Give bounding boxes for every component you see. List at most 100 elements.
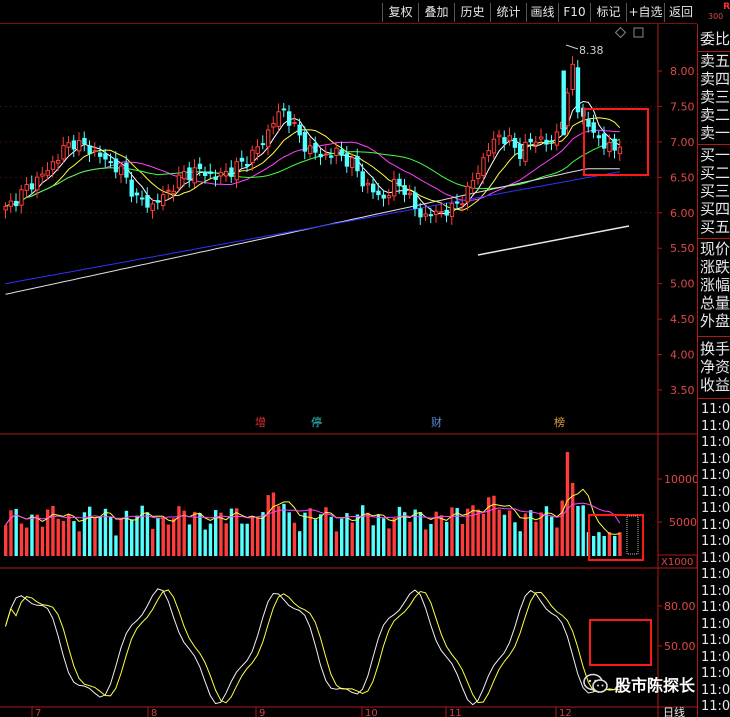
volume-bar[interactable] [82,512,87,556]
volume-bar[interactable] [35,514,39,556]
volume-bar[interactable] [429,523,433,556]
candle[interactable] [428,214,434,217]
volume-bar[interactable] [340,518,344,556]
volume-bar[interactable] [130,519,134,556]
toolbar-history-button[interactable]: 历史 [454,3,490,22]
candle[interactable] [119,165,124,176]
candle[interactable] [297,124,302,136]
candle[interactable] [66,142,71,148]
event-badge-cai[interactable]: 财 [431,416,442,429]
candle[interactable] [397,178,402,187]
volume-bar[interactable] [88,506,92,556]
candle[interactable] [602,133,607,149]
volume-bar[interactable] [529,510,533,556]
trend-line[interactable] [477,225,630,256]
volume-bar[interactable] [261,512,265,556]
candle[interactable] [449,203,455,217]
ma10-line[interactable] [5,117,621,211]
volume-bar[interactable] [471,505,475,556]
candle[interactable] [218,171,224,177]
candle[interactable] [129,179,134,197]
volume-bar[interactable] [224,523,228,556]
candle[interactable] [549,140,554,143]
event-badge-zeng[interactable]: 增 [255,416,266,429]
volume-bar[interactable] [345,513,349,556]
toolbar-draw-line-button[interactable]: 画线 [526,3,558,22]
event-badge-ting[interactable]: 停 [311,416,322,429]
candle[interactable] [533,141,539,146]
candle[interactable] [24,184,29,191]
candle-spike[interactable] [561,70,566,136]
ma20-line[interactable] [5,129,620,207]
ma5-line[interactable] [5,100,621,215]
volume-bar[interactable] [51,506,55,556]
candle[interactable] [344,153,350,167]
square-icon[interactable] [633,27,644,38]
volume-bar[interactable] [124,510,129,556]
volume-bar[interactable] [103,508,108,556]
candle[interactable] [40,173,45,177]
candle[interactable] [176,174,182,189]
candle[interactable] [323,153,329,156]
volume-bar[interactable] [576,505,580,556]
candle[interactable] [71,140,77,150]
candle[interactable] [544,139,549,145]
candle[interactable] [439,210,444,213]
candle[interactable] [528,138,533,143]
candle[interactable] [276,111,281,127]
volume-bar[interactable] [172,518,176,556]
candle[interactable] [29,183,35,190]
candle[interactable] [113,158,119,173]
candle[interactable] [523,141,528,162]
volume-bar[interactable] [544,506,549,556]
volume-bar[interactable] [93,517,97,556]
toolbar-fuquan-button[interactable]: 复权 [382,3,418,22]
candle[interactable] [150,203,155,211]
k-line[interactable] [5,588,621,706]
candle[interactable] [455,201,460,204]
volume-bar[interactable] [308,508,312,556]
volume-bar[interactable] [350,522,354,556]
volume-bar[interactable] [77,531,81,556]
candle[interactable] [281,108,287,111]
volume-bar[interactable] [277,505,281,556]
volume-bar[interactable] [319,514,323,556]
volume-bar[interactable] [30,514,34,556]
volume-bar[interactable] [109,517,113,556]
volume-bar[interactable] [376,514,381,556]
volume-bar[interactable] [114,535,118,556]
ma30-line[interactable] [5,138,620,207]
candle[interactable] [539,136,544,140]
candle[interactable] [470,179,476,189]
candle[interactable] [381,194,386,199]
volume-bar[interactable] [198,513,202,556]
candle[interactable] [591,122,596,133]
candle[interactable] [87,145,92,155]
volume-bar[interactable] [4,525,8,556]
volume-bar[interactable] [182,510,186,556]
volume-bar[interactable] [618,532,622,556]
toolbar-back-button[interactable]: 返回 [664,3,697,22]
volume-bar[interactable] [119,517,123,556]
candle[interactable] [166,189,171,192]
candle[interactable] [476,172,481,179]
candle[interactable] [434,210,439,216]
diamond-icon[interactable] [614,26,627,39]
candle[interactable] [292,121,297,124]
candle[interactable] [208,171,213,174]
toolbar-f10-button[interactable]: F10 [558,3,590,22]
volume-bar[interactable] [19,523,24,556]
volume-bar[interactable] [539,512,543,556]
volume-bar[interactable] [355,514,360,556]
volume-bar[interactable] [98,516,102,556]
volume-bar[interactable] [502,514,507,556]
candle[interactable] [134,192,140,196]
candle[interactable] [423,213,428,217]
volume-bar[interactable] [513,522,517,556]
volume-bar[interactable] [61,520,66,556]
candle[interactable] [507,135,512,142]
candle[interactable] [481,157,486,176]
event-badge-bang[interactable]: 榜 [554,416,565,429]
candle[interactable] [586,119,591,127]
volume-bar[interactable] [397,506,402,556]
